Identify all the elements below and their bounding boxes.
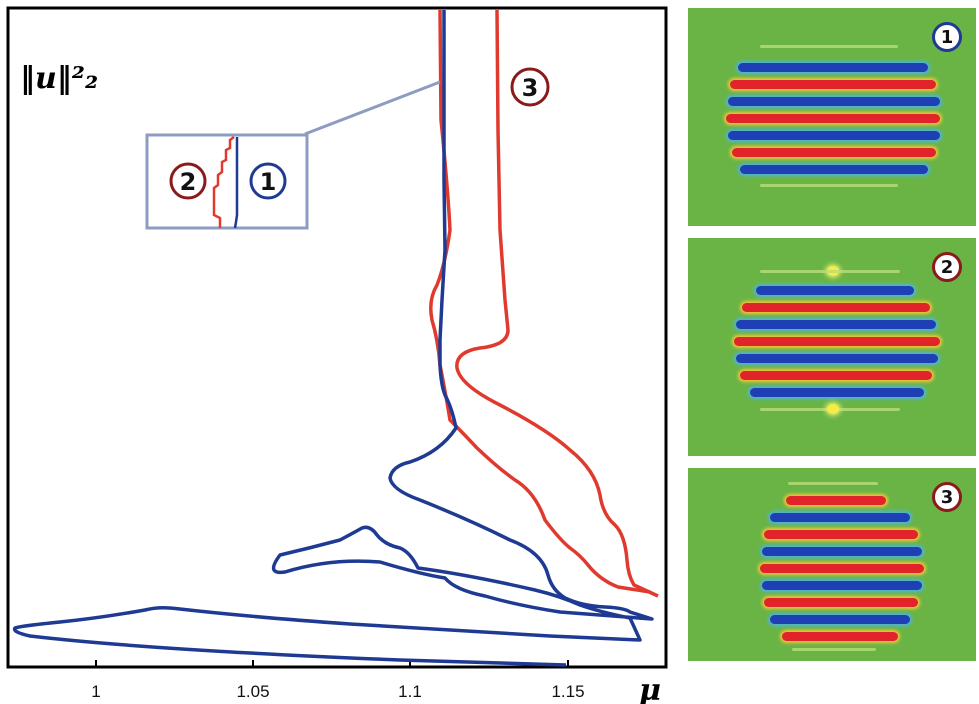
- panel-2-stripe: [742, 303, 930, 312]
- x-tick-label-4: 1.15: [551, 682, 584, 701]
- panel-2-stripe: [736, 354, 938, 363]
- panel-3-stripe: [770, 513, 910, 522]
- panel-3-stripe: [762, 547, 922, 556]
- panel-1-stripe: [760, 184, 898, 187]
- inset-badge-1: 1: [249, 162, 287, 200]
- inset-red-trace: [212, 136, 235, 228]
- branch-badge-3-text: 3: [522, 74, 539, 102]
- x-tick-label-2: 1.05: [236, 682, 269, 701]
- inset-badge-2: 2: [169, 162, 207, 200]
- inset-badge-2-text: 2: [180, 168, 197, 196]
- inset-badge-1-text: 1: [260, 168, 277, 196]
- pattern-panel-1: 1: [688, 8, 976, 226]
- pattern-panel-2: 2: [688, 238, 976, 456]
- panel-3-stripe: [770, 615, 910, 624]
- panel-1-stripe: [738, 63, 928, 72]
- panel-1-stripe: [730, 80, 936, 89]
- panel-3-badge-text: 3: [940, 486, 954, 508]
- x-tick-marks: [95, 660, 569, 667]
- panel-3-stripe: [788, 482, 878, 485]
- x-tick-label-1: 1: [91, 682, 100, 701]
- panel-3-badge: 3: [932, 482, 962, 512]
- panel-3-stripe: [760, 564, 924, 573]
- panel-1-stripe: [726, 114, 940, 123]
- panel-3-stripe: [782, 632, 898, 641]
- panel-1-stripe: [732, 148, 936, 157]
- panel-1-stripe: [728, 131, 940, 140]
- panel-3-stripe: [792, 648, 876, 651]
- panel-2-stripe: [760, 270, 900, 273]
- panel-1-stripe: [740, 165, 928, 174]
- panel-2-stripe: [736, 320, 936, 329]
- panel-3-stripe: [786, 496, 886, 505]
- pattern-panel-3: 3: [688, 468, 976, 661]
- panel-1-stripe: [728, 97, 940, 106]
- inset-connector: [304, 80, 441, 136]
- panel-2-badge-text: 2: [940, 256, 954, 278]
- panel-3-stripe: [762, 581, 922, 590]
- panel-1-badge: 1: [932, 22, 962, 52]
- inset-blue-trace: [233, 137, 239, 229]
- plot-frame: [6, 6, 668, 669]
- panel-2-defect-bottom: [827, 404, 839, 414]
- x-tick-label-3: 1.1: [398, 682, 422, 701]
- panel-2-stripe: [756, 286, 914, 295]
- branch-badge-3: 3: [510, 67, 550, 107]
- panel-2-stripe: [734, 337, 940, 346]
- blue-curve-branch-1: [12, 10, 654, 667]
- panel-1-badge-text: 1: [940, 26, 954, 48]
- red-curve-branch-3: [455, 9, 659, 598]
- panel-3-stripe: [764, 598, 918, 607]
- panel-2-stripe: [750, 388, 924, 397]
- panel-1-stripe: [760, 45, 898, 48]
- y-axis-label: ‖u‖²₂: [20, 61, 98, 96]
- panel-2-badge: 2: [932, 252, 962, 282]
- panel-2-stripe: [740, 371, 932, 380]
- bifurcation-plot: 1 1.05 1.1 1.15 μ ‖u‖²₂ 2 1 3: [6, 6, 668, 704]
- panel-3-stripe: [764, 530, 918, 539]
- x-axis-label: μ: [639, 673, 661, 704]
